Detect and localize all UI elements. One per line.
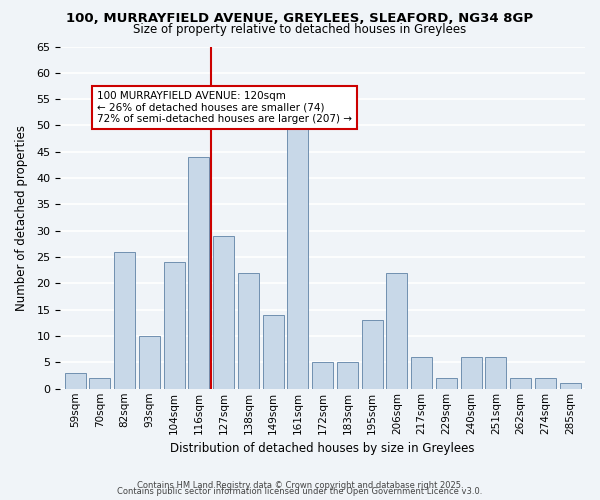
Bar xyxy=(485,357,506,389)
X-axis label: Distribution of detached houses by size in Greylees: Distribution of detached houses by size … xyxy=(170,442,475,455)
Bar xyxy=(263,315,284,389)
Text: Contains public sector information licensed under the Open Government Licence v3: Contains public sector information licen… xyxy=(118,487,482,496)
Bar xyxy=(461,357,482,389)
Bar xyxy=(114,252,135,389)
Bar xyxy=(337,362,358,389)
Bar xyxy=(65,373,86,389)
Bar xyxy=(139,336,160,389)
Text: Size of property relative to detached houses in Greylees: Size of property relative to detached ho… xyxy=(133,22,467,36)
Bar xyxy=(188,157,209,389)
Bar xyxy=(164,262,185,389)
Bar xyxy=(362,320,383,389)
Bar xyxy=(213,236,234,389)
Bar xyxy=(510,378,531,389)
Bar xyxy=(238,273,259,389)
Bar xyxy=(411,357,432,389)
Bar xyxy=(312,362,333,389)
Text: 100, MURRAYFIELD AVENUE, GREYLEES, SLEAFORD, NG34 8GP: 100, MURRAYFIELD AVENUE, GREYLEES, SLEAF… xyxy=(67,12,533,26)
Y-axis label: Number of detached properties: Number of detached properties xyxy=(15,124,28,310)
Bar xyxy=(436,378,457,389)
Text: Contains HM Land Registry data © Crown copyright and database right 2025.: Contains HM Land Registry data © Crown c… xyxy=(137,481,463,490)
Text: 100 MURRAYFIELD AVENUE: 120sqm
← 26% of detached houses are smaller (74)
72% of : 100 MURRAYFIELD AVENUE: 120sqm ← 26% of … xyxy=(97,91,352,124)
Bar xyxy=(89,378,110,389)
Bar xyxy=(386,273,407,389)
Bar xyxy=(560,384,581,389)
Bar xyxy=(535,378,556,389)
Bar xyxy=(287,115,308,389)
